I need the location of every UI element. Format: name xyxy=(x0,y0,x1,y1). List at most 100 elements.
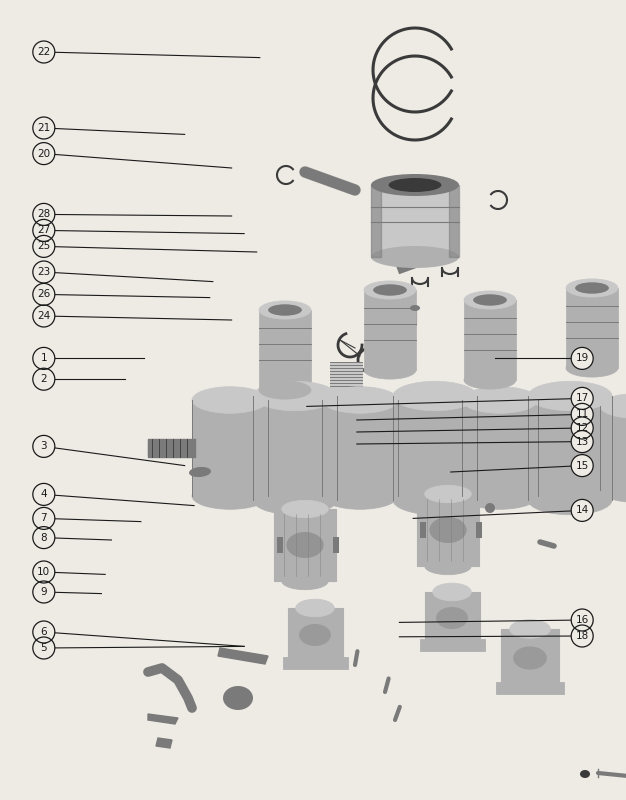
Ellipse shape xyxy=(371,246,459,268)
Bar xyxy=(288,608,343,663)
Ellipse shape xyxy=(464,371,516,389)
Circle shape xyxy=(33,142,55,165)
Ellipse shape xyxy=(371,174,459,196)
Circle shape xyxy=(33,561,55,583)
Bar xyxy=(277,537,283,553)
Circle shape xyxy=(33,219,55,242)
Circle shape xyxy=(571,625,593,647)
Ellipse shape xyxy=(259,301,311,319)
Circle shape xyxy=(33,283,55,306)
Circle shape xyxy=(33,203,55,226)
Circle shape xyxy=(33,507,55,530)
Text: 19: 19 xyxy=(575,354,589,363)
Text: 23: 23 xyxy=(37,267,51,277)
Ellipse shape xyxy=(268,304,302,316)
Circle shape xyxy=(571,454,593,477)
Ellipse shape xyxy=(322,386,398,414)
Bar xyxy=(600,406,626,490)
Ellipse shape xyxy=(429,517,466,543)
Bar xyxy=(464,300,516,380)
Circle shape xyxy=(485,503,495,513)
Bar xyxy=(330,362,362,390)
Ellipse shape xyxy=(575,282,609,294)
Ellipse shape xyxy=(410,305,420,311)
Ellipse shape xyxy=(287,532,324,558)
Ellipse shape xyxy=(299,624,331,646)
Ellipse shape xyxy=(436,607,468,629)
Text: 22: 22 xyxy=(37,47,51,57)
Bar xyxy=(528,396,612,500)
Ellipse shape xyxy=(192,482,268,510)
Text: 27: 27 xyxy=(37,226,51,235)
Ellipse shape xyxy=(373,284,407,296)
Ellipse shape xyxy=(528,382,612,410)
Polygon shape xyxy=(218,648,268,664)
Text: 16: 16 xyxy=(575,615,589,625)
Ellipse shape xyxy=(295,599,334,617)
Text: 17: 17 xyxy=(575,394,589,403)
Ellipse shape xyxy=(425,486,471,502)
Ellipse shape xyxy=(566,359,618,377)
Circle shape xyxy=(33,347,55,370)
Text: 3: 3 xyxy=(41,442,47,451)
Circle shape xyxy=(571,403,593,426)
Text: 11: 11 xyxy=(575,410,589,419)
Ellipse shape xyxy=(600,394,626,418)
Circle shape xyxy=(571,609,593,631)
Bar xyxy=(371,185,459,257)
Bar xyxy=(322,400,398,496)
Circle shape xyxy=(33,117,55,139)
Text: 2: 2 xyxy=(41,374,47,384)
Bar xyxy=(566,288,618,368)
Ellipse shape xyxy=(600,478,626,502)
Ellipse shape xyxy=(510,620,550,638)
Text: 12: 12 xyxy=(575,423,589,433)
Bar xyxy=(462,400,538,496)
Circle shape xyxy=(33,621,55,643)
Bar xyxy=(420,522,426,538)
Text: 9: 9 xyxy=(41,587,47,597)
Bar xyxy=(395,256,418,274)
Circle shape xyxy=(33,526,55,549)
Circle shape xyxy=(33,261,55,283)
Circle shape xyxy=(33,41,55,63)
Polygon shape xyxy=(156,738,172,748)
Text: 21: 21 xyxy=(37,123,51,133)
Circle shape xyxy=(571,347,593,370)
Circle shape xyxy=(571,417,593,439)
Bar xyxy=(364,290,416,370)
Ellipse shape xyxy=(259,381,311,399)
Ellipse shape xyxy=(282,572,328,590)
Ellipse shape xyxy=(189,467,211,477)
Ellipse shape xyxy=(393,382,477,410)
Bar xyxy=(501,629,559,687)
Circle shape xyxy=(33,368,55,390)
Text: 25: 25 xyxy=(37,242,51,251)
Text: 6: 6 xyxy=(41,627,47,637)
Text: 15: 15 xyxy=(575,461,589,470)
Text: 10: 10 xyxy=(38,567,50,577)
Ellipse shape xyxy=(462,482,538,510)
Ellipse shape xyxy=(513,646,547,670)
Ellipse shape xyxy=(282,500,328,518)
Bar xyxy=(393,396,477,500)
Bar xyxy=(333,537,339,553)
Polygon shape xyxy=(148,714,178,724)
Ellipse shape xyxy=(580,770,590,778)
Ellipse shape xyxy=(192,386,268,414)
Bar xyxy=(420,639,485,651)
Bar xyxy=(496,682,564,694)
Circle shape xyxy=(33,235,55,258)
Text: 1: 1 xyxy=(41,354,47,363)
Ellipse shape xyxy=(253,486,337,514)
Text: 18: 18 xyxy=(575,631,589,641)
Text: 7: 7 xyxy=(41,514,47,523)
Text: 26: 26 xyxy=(37,290,51,299)
Circle shape xyxy=(571,387,593,410)
Ellipse shape xyxy=(393,486,477,514)
Circle shape xyxy=(571,430,593,453)
Circle shape xyxy=(33,637,55,659)
Ellipse shape xyxy=(425,558,471,574)
Ellipse shape xyxy=(364,281,416,299)
Ellipse shape xyxy=(566,279,618,297)
